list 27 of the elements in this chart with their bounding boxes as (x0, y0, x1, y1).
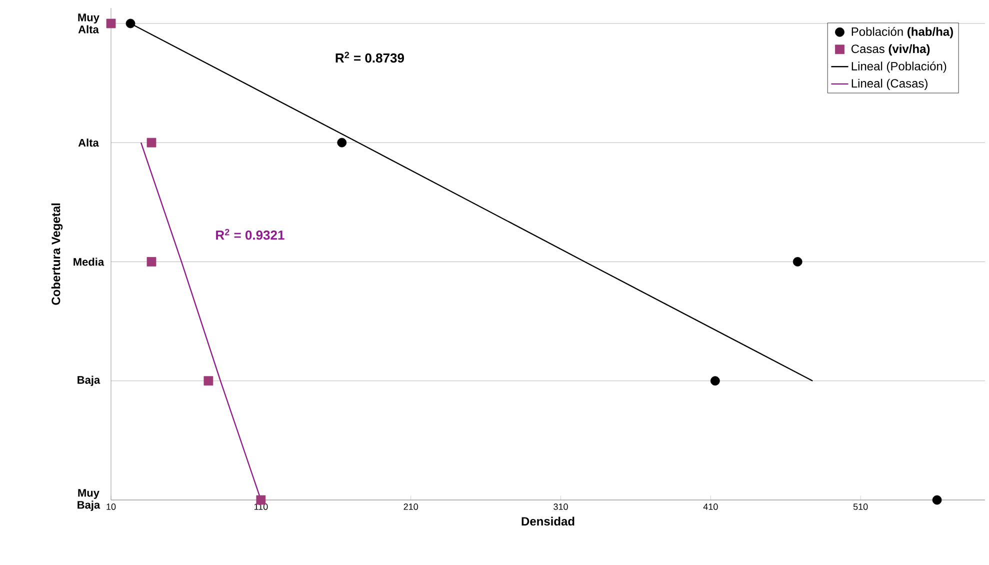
x-tick-label: 310 (554, 504, 568, 510)
legend-label: Lineal (Población) (852, 61, 946, 73)
x-tick-label: 10 (106, 504, 116, 510)
point (710, 376, 720, 386)
x-axis-title: Densidad (522, 516, 574, 526)
y-tick-label: Media (74, 258, 104, 266)
x-tick-label: 510 (853, 504, 868, 510)
annotation: R$^{2}$ = 0.8739 (336, 52, 404, 63)
y-tick-label: Muy Alta (78, 14, 100, 34)
point (932, 495, 942, 505)
x-tick-label: 410 (703, 504, 718, 510)
y-tick-label: Muy Baja (78, 489, 100, 511)
point (106, 18, 116, 28)
point (146, 257, 156, 266)
point (337, 138, 347, 148)
x-tick-label: 210 (404, 504, 418, 510)
point (146, 138, 156, 148)
legend-label: Población (hab/ha) (852, 26, 953, 38)
y-axis-title: Cobertura Vegetal (51, 204, 63, 305)
legend-label: Casas (viv/ha) (851, 44, 930, 56)
point (792, 257, 802, 266)
point (204, 376, 214, 386)
annotation: R$^{2}$ = 0.9321 (216, 228, 284, 240)
legend-label: Lineal (Casas) (852, 78, 928, 90)
y-tick-label: Baja (78, 376, 100, 386)
point (126, 18, 136, 28)
y-tick-label: Alta (78, 138, 99, 147)
